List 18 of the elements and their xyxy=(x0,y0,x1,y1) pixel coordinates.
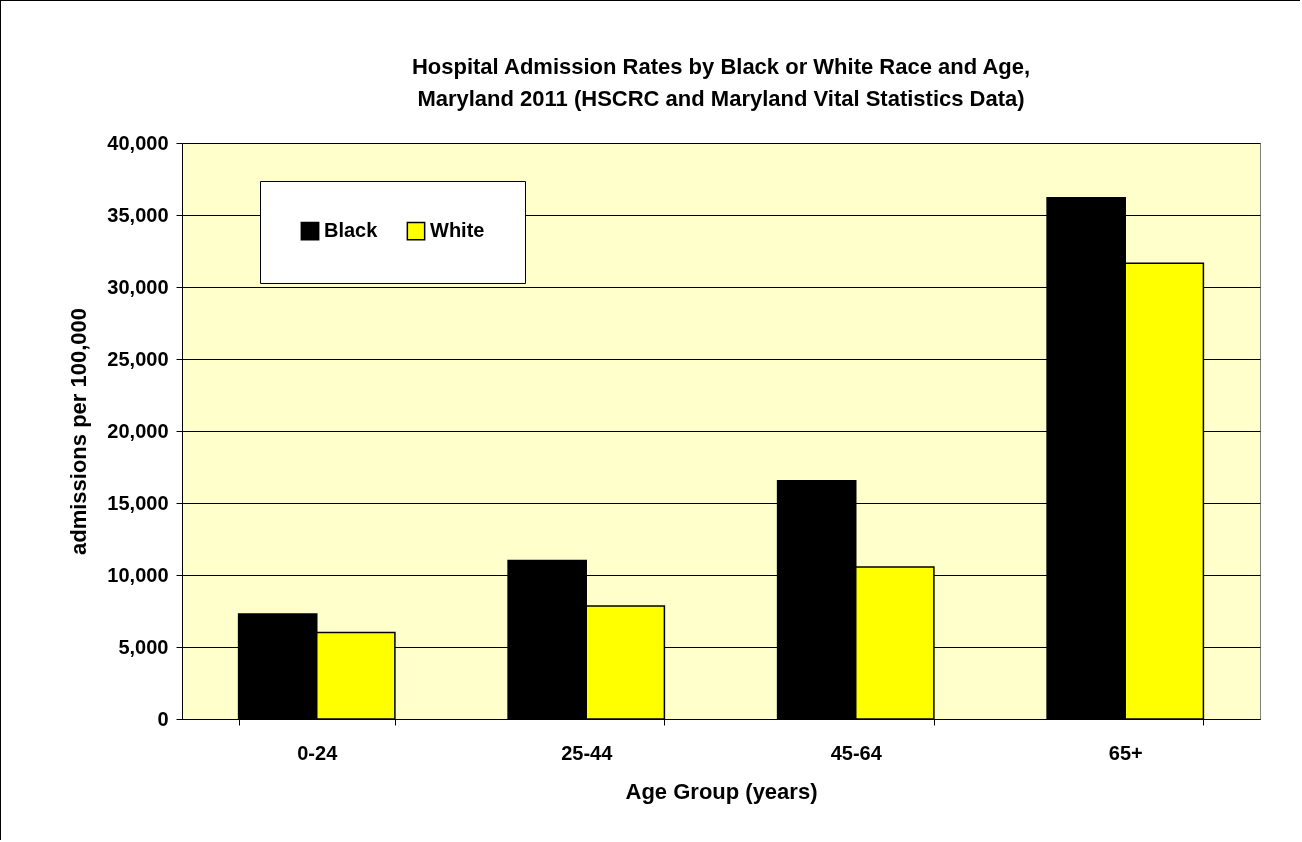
y-tick-label: 40,000 xyxy=(107,131,169,154)
y-tick-label: 25,000 xyxy=(107,347,169,370)
x-axis-title: Age Group (years) xyxy=(625,778,818,804)
x-tick-label: 25-44 xyxy=(561,741,614,764)
x-tick-label: 0-24 xyxy=(297,741,339,764)
y-tick-label: 0 xyxy=(157,707,169,730)
y-tick-label: 10,000 xyxy=(107,563,169,586)
y-tick-label: 20,000 xyxy=(107,419,169,442)
x-tick-label: 45-64 xyxy=(830,741,883,764)
y-tick-label: 5,000 xyxy=(118,635,169,658)
legend-label: Black xyxy=(324,219,379,242)
legend-label: White xyxy=(430,219,485,242)
chart-title: Hospital Admission Rates by Black or White Race and Age, Maryland 2011 (HSCRC and Maryland Vital Statistics Data) xyxy=(411,54,1031,111)
y-tick-label: 15,000 xyxy=(107,491,169,514)
y-axis-title: admissions per 100,000 xyxy=(66,307,92,556)
y-tick-label: 35,000 xyxy=(107,203,169,226)
x-tick-label: 65+ xyxy=(1108,741,1143,764)
y-tick-label: 30,000 xyxy=(107,275,169,298)
